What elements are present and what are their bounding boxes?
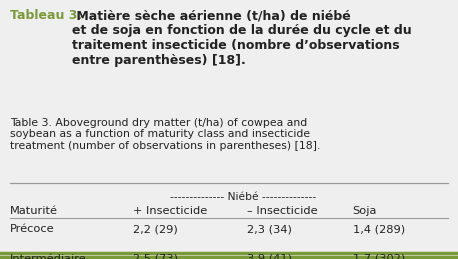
Text: + Insecticide: + Insecticide bbox=[133, 206, 207, 216]
Text: Maturité: Maturité bbox=[10, 206, 58, 216]
Text: 2,2 (29): 2,2 (29) bbox=[133, 224, 178, 234]
Text: 3,9 (41): 3,9 (41) bbox=[247, 254, 292, 259]
Text: Soja: Soja bbox=[353, 206, 377, 216]
Text: Tableau 3.: Tableau 3. bbox=[10, 9, 82, 22]
Text: – Insecticide: – Insecticide bbox=[247, 206, 318, 216]
Text: -------------- Niébé --------------: -------------- Niébé -------------- bbox=[169, 192, 316, 202]
Text: Intermédiaire: Intermédiaire bbox=[10, 254, 87, 259]
Text: Précoce: Précoce bbox=[10, 224, 55, 234]
Text: 2,5 (73): 2,5 (73) bbox=[133, 254, 178, 259]
Text: Table 3. Aboveground dry matter (t/ha) of cowpea and
soybean as a function of ma: Table 3. Aboveground dry matter (t/ha) o… bbox=[10, 118, 321, 151]
Text: 1,7 (302): 1,7 (302) bbox=[353, 254, 405, 259]
Text: Matière sèche aérienne (t/ha) de niébé
et de soja en fonction de la durée du cyc: Matière sèche aérienne (t/ha) de niébé e… bbox=[72, 9, 412, 67]
Text: 2,3 (34): 2,3 (34) bbox=[247, 224, 292, 234]
Text: 1,4 (289): 1,4 (289) bbox=[353, 224, 405, 234]
